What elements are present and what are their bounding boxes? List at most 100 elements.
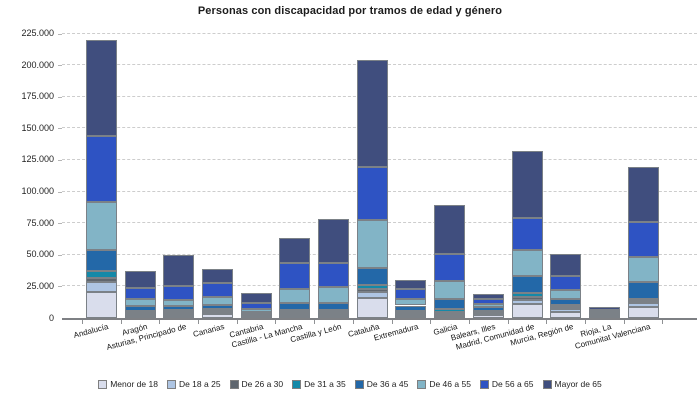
bar-segment-comunitat-valenciana-mayor-de-65[interactable] <box>627 167 659 222</box>
bar-segment-madrid-comunidad-de-de-56-a-65[interactable] <box>511 217 543 250</box>
bar-segment-asturias-principado-de-mayor-de-65[interactable] <box>163 255 195 287</box>
bar-segment-extremadura-de-18-a-25[interactable] <box>395 314 427 317</box>
bar-segment-madrid-comunidad-de-mayor-de-65[interactable] <box>511 151 543 218</box>
bar-segment-castilla-y-leo-n-de-36-a-45[interactable] <box>318 302 349 311</box>
bar-segment-madrid-comunidad-de-de-36-a-45[interactable] <box>511 275 543 293</box>
bar-segment-castilla-la-mancha-de-46-a-55[interactable] <box>279 288 311 304</box>
bar-segment-extremadura-de-26-a-30[interactable] <box>395 312 427 315</box>
bar-segment-madrid-comunidad-de-de-18-a-25[interactable] <box>511 299 543 305</box>
bar-segment-cantabria-de-46-a-55[interactable] <box>240 308 272 312</box>
bar-segment-catalun-a-de-26-a-30[interactable] <box>356 289 388 292</box>
bar-segment-catalun-a-mayor-de-65[interactable] <box>356 59 388 168</box>
bar-segment-galicia-de-36-a-45[interactable] <box>434 298 466 310</box>
bar-segment-cantabria-de-36-a-45[interactable] <box>240 311 272 315</box>
bar-segment-catalun-a-de-56-a-65[interactable] <box>356 167 388 220</box>
legend-item-de-56-a-65[interactable]: De 56 a 65 <box>479 379 534 389</box>
bar-segment-arago-n-mayor-de-65[interactable] <box>124 270 156 288</box>
bar-segment-castilla-la-mancha-menor-de-18[interactable] <box>279 315 311 318</box>
legend-item-menor-de-18[interactable]: Menor de 18 <box>98 379 158 389</box>
bar-segment-arago-n-menor-de-18[interactable] <box>124 315 156 318</box>
bar-segment-catalun-a-de-18-a-25[interactable] <box>356 291 388 299</box>
bar-segment-asturias-principado-de-de-36-a-45[interactable] <box>163 305 195 311</box>
bar-segment-galicia-menor-de-18[interactable] <box>434 315 466 318</box>
bar-segment-balears-illes-de-46-a-55[interactable] <box>472 303 504 308</box>
bar-segment-madrid-comunidad-de-de-46-a-55[interactable] <box>511 249 543 276</box>
bar-segment-andaluci-a-de-36-a-45[interactable] <box>85 250 117 272</box>
legend-item-de-46-a-55[interactable]: De 46 a 55 <box>417 379 471 389</box>
bar-segment-asturias-principado-de-de-56-a-65[interactable] <box>163 286 195 301</box>
legend-item-de-36-a-45[interactable]: De 36 a 45 <box>354 379 408 389</box>
legend-item-de-18-a-25[interactable]: De 18 a 25 <box>166 379 221 389</box>
bar-segment-castilla-y-leo-n-menor-de-18[interactable] <box>318 315 349 318</box>
bar-segment-comunitat-valenciana-de-46-a-55[interactable] <box>627 257 659 283</box>
bar-segment-andaluci-a-menor-de-18[interactable] <box>85 292 117 318</box>
bar-segment-andaluci-a-de-46-a-55[interactable] <box>85 202 117 251</box>
bar-segment-castilla-la-mancha-mayor-de-65[interactable] <box>279 237 311 263</box>
bar-segment-comunitat-valenciana-menor-de-18[interactable] <box>627 306 659 318</box>
bar-segment-galicia-de-46-a-55[interactable] <box>434 280 466 299</box>
legend-item-de-26-a-30[interactable]: De 26 a 30 <box>229 379 283 389</box>
bar-segment-castilla-y-leo-n-de-18-a-25[interactable] <box>318 313 349 316</box>
bar-segment-castilla-la-mancha-de-56-a-65[interactable] <box>279 262 311 289</box>
bar-segment-rioja-la-mayor-de-65[interactable] <box>588 306 620 311</box>
bar-segment-castilla-y-leo-n-de-56-a-65[interactable] <box>318 262 349 288</box>
bar-segment-madrid-comunidad-de-menor-de-18[interactable] <box>511 304 543 318</box>
legend-item-mayor-de-65[interactable]: Mayor de 65 <box>542 379 602 389</box>
bar-segment-catalun-a-de-46-a-55[interactable] <box>356 219 388 269</box>
bar-segment-andaluci-a-mayor-de-65[interactable] <box>85 40 117 137</box>
bar-segment-extremadura-mayor-de-65[interactable] <box>395 280 427 290</box>
bar-segment-canarias-de-31-a-35[interactable] <box>201 309 233 312</box>
bar-segment-andaluci-a-de-56-a-65[interactable] <box>85 136 117 203</box>
bar-segment-castilla-y-leo-n-de-46-a-55[interactable] <box>318 287 349 303</box>
bar-segment-castilla-y-leo-n-mayor-de-65[interactable] <box>318 219 349 263</box>
bar-segment-cantabria-mayor-de-65[interactable] <box>240 293 272 303</box>
bar-segment-arago-n-de-18-a-25[interactable] <box>124 313 156 316</box>
bar-segment-andaluci-a-de-18-a-25[interactable] <box>85 282 117 293</box>
bar-segment-andaluci-a-de-26-a-30[interactable] <box>85 278 117 283</box>
bar-segment-asturias-principado-de-de-26-a-30[interactable] <box>163 312 195 315</box>
bar-segment-murcia-regio-n-de-de-26-a-30[interactable] <box>550 306 582 310</box>
bar-segment-asturias-principado-de-de-46-a-55[interactable] <box>163 300 195 306</box>
bar-segment-canarias-mayor-de-65[interactable] <box>201 269 233 284</box>
bar-segment-comunitat-valenciana-de-36-a-45[interactable] <box>627 282 659 300</box>
bar-segment-asturias-principado-de-menor-de-18[interactable] <box>163 315 195 318</box>
bar-segment-catalun-a-de-31-a-35[interactable] <box>356 284 388 290</box>
bar-segment-balears-illes-menor-de-18[interactable] <box>472 315 504 318</box>
bar-segment-rioja-la-de-56-a-65[interactable] <box>588 310 620 313</box>
bar-segment-arago-n-de-46-a-55[interactable] <box>124 299 156 306</box>
bar-segment-castilla-la-mancha-de-18-a-25[interactable] <box>279 313 311 316</box>
bar-segment-murcia-regio-n-de-de-36-a-45[interactable] <box>550 298 582 305</box>
bar-segment-extremadura-de-46-a-55[interactable] <box>395 298 427 306</box>
bar-segment-extremadura-de-36-a-45[interactable] <box>395 305 427 311</box>
bar-segment-galicia-mayor-de-65[interactable] <box>434 204 466 255</box>
bar-segment-murcia-regio-n-de-de-56-a-65[interactable] <box>550 276 582 291</box>
bar-segment-balears-illes-de-36-a-45[interactable] <box>472 307 504 311</box>
bar-segment-murcia-regio-n-de-de-46-a-55[interactable] <box>550 290 582 299</box>
bar-segment-murcia-regio-n-de-mayor-de-65[interactable] <box>550 253 582 277</box>
bar-segment-castilla-y-leo-n-de-31-a-35[interactable] <box>318 310 349 313</box>
bar-segment-murcia-regio-n-de-menor-de-18[interactable] <box>550 312 582 318</box>
bar-segment-andaluci-a-de-31-a-35[interactable] <box>85 271 117 279</box>
bar-segment-galicia-de-56-a-65[interactable] <box>434 254 466 281</box>
bar-segment-castilla-la-mancha-de-31-a-35[interactable] <box>279 310 311 313</box>
legend-item-de-31-a-35[interactable]: De 31 a 35 <box>292 379 346 389</box>
bar-segment-galicia-de-18-a-25[interactable] <box>434 313 466 316</box>
bar-segment-arago-n-de-36-a-45[interactable] <box>124 305 156 312</box>
bar-segment-rioja-la-de-46-a-55[interactable] <box>588 311 620 314</box>
bar-segment-comunitat-valenciana-de-31-a-35[interactable] <box>627 299 659 302</box>
bar-segment-catalun-a-de-36-a-45[interactable] <box>356 268 388 285</box>
bar-segment-canarias-menor-de-18[interactable] <box>201 314 233 318</box>
bar-segment-galicia-de-31-a-35[interactable] <box>434 309 466 313</box>
bar-segment-castilla-y-leo-n-de-26-a-30[interactable] <box>318 311 349 314</box>
bar-segment-murcia-regio-n-de-de-31-a-35[interactable] <box>550 304 582 307</box>
bar-segment-balears-illes-mayor-de-65[interactable] <box>472 293 504 300</box>
bar-segment-castilla-la-mancha-de-26-a-30[interactable] <box>279 311 311 314</box>
bar-segment-canarias-de-36-a-45[interactable] <box>201 304 233 310</box>
bar-segment-asturias-principado-de-de-31-a-35[interactable] <box>163 310 195 313</box>
bar-segment-asturias-principado-de-de-18-a-25[interactable] <box>163 313 195 316</box>
bar-segment-canarias-de-56-a-65[interactable] <box>201 283 233 298</box>
bar-segment-murcia-regio-n-de-de-18-a-25[interactable] <box>550 309 582 313</box>
bar-segment-galicia-de-26-a-30[interactable] <box>434 311 466 314</box>
bar-segment-catalun-a-menor-de-18[interactable] <box>356 298 388 318</box>
bar-segment-comunitat-valenciana-de-56-a-65[interactable] <box>627 221 659 258</box>
